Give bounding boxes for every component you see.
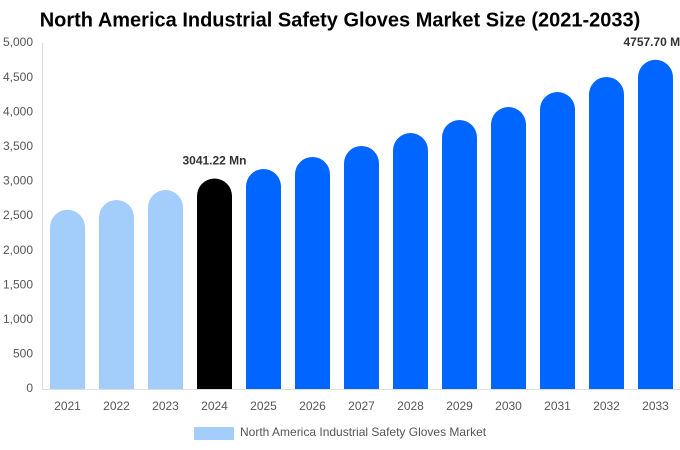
y-tick-label: 1,500 — [3, 277, 33, 291]
x-tick-label: 2027 — [348, 399, 375, 413]
bar — [442, 120, 477, 390]
bar — [197, 178, 232, 389]
value-label: 3041.22 Mn — [182, 154, 246, 168]
x-tick-label: 2026 — [299, 399, 326, 413]
y-tick-label: 4,000 — [3, 104, 33, 118]
bar — [99, 200, 134, 389]
bar — [491, 107, 526, 389]
y-tick-label: 2,500 — [3, 208, 33, 222]
x-tick-label: 2023 — [152, 399, 179, 413]
bar — [50, 209, 85, 389]
bar — [344, 145, 379, 389]
legend-swatch — [194, 427, 234, 440]
x-tick-label: 2022 — [103, 399, 130, 413]
bar — [589, 76, 624, 389]
y-tick-label: 4,500 — [3, 70, 33, 84]
y-tick-label: 500 — [13, 347, 33, 361]
x-tick-label: 2024 — [201, 399, 228, 413]
bar — [295, 156, 330, 389]
x-tick-label: 2025 — [250, 399, 277, 413]
x-tick-label: 2021 — [54, 399, 81, 413]
y-tick-label: 0 — [26, 381, 33, 395]
x-tick-label: 2029 — [446, 399, 473, 413]
value-label: 4757.70 Mn — [623, 35, 680, 49]
y-tick-label: 2,000 — [3, 243, 33, 257]
y-tick-label: 3,000 — [3, 174, 33, 188]
bar — [540, 91, 575, 390]
y-tick-label: 3,500 — [3, 139, 33, 153]
chart-title: North America Industrial Safety Gloves M… — [40, 9, 641, 31]
legend-label: North America Industrial Safety Gloves M… — [240, 425, 487, 439]
bar — [638, 59, 673, 390]
x-tick-label: 2031 — [544, 399, 571, 413]
x-tick-label: 2030 — [495, 399, 522, 413]
y-tick-label: 1,000 — [3, 312, 33, 326]
y-tick-label: 5,000 — [3, 35, 33, 49]
x-tick-label: 2028 — [397, 399, 424, 413]
bar — [148, 189, 183, 389]
bar — [393, 133, 428, 389]
x-tick-label: 2032 — [593, 399, 620, 413]
x-tick-label: 2033 — [642, 399, 669, 413]
bar — [246, 169, 281, 389]
